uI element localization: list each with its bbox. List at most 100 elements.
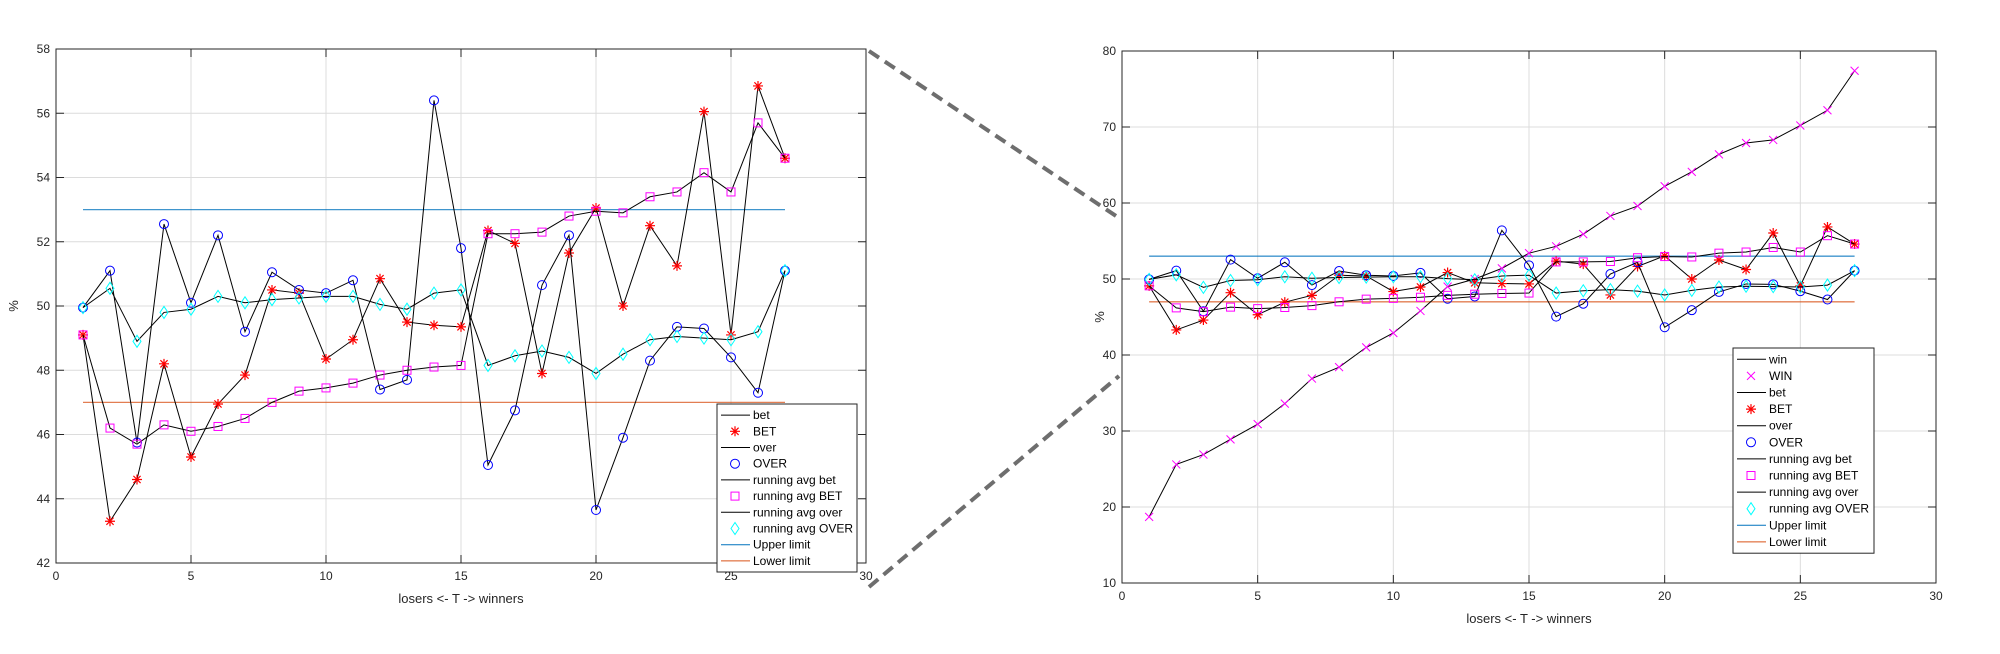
legend: bet BET over OVER running avg bet running avg…: [716, 403, 858, 573]
data-point-bet: [267, 284, 277, 295]
data-point-running-avg-over: [1849, 263, 1860, 278]
data-point-running-avg-over: [1334, 270, 1344, 285]
y-tick-label: 80: [1103, 44, 1117, 58]
data-point-running-avg-bet: [1497, 288, 1507, 298]
data-point-running-avg-over: [294, 291, 304, 305]
y-tick-label: 20: [1103, 500, 1117, 514]
data-point-over: [456, 243, 466, 254]
data-point-win: [1443, 282, 1452, 291]
legend-label-bet: BET: [1769, 402, 1793, 416]
data-point-win: [1823, 105, 1832, 115]
data-point-running-avg-bet: [1443, 290, 1453, 300]
data-point-bet: [1795, 280, 1806, 291]
data-point-over: [564, 230, 574, 241]
data-point-running-avg-over: [1307, 271, 1317, 286]
data-point-running-avg-bet: [1768, 242, 1778, 252]
data-point-running-avg-bet: [1741, 247, 1751, 257]
data-point-running-avg-bet: [159, 420, 169, 430]
data-point-running-avg-over: [321, 289, 331, 304]
legend-label-over: OVER: [753, 457, 787, 471]
series-line-running-avg-bet: [1148, 235, 1855, 313]
x-tick-label: 15: [1522, 589, 1536, 603]
legend-label-upper-limit: Upper limit: [753, 538, 811, 552]
data-point-bet: [1279, 297, 1290, 308]
data-point-running-avg-bet: [1361, 294, 1371, 304]
data-point-running-avg-over: [240, 295, 250, 310]
data-point-running-avg-over: [510, 348, 520, 363]
data-point-running-avg-over: [1714, 280, 1724, 294]
data-point-running-avg-over: [1442, 271, 1453, 286]
data-point-over: [1578, 298, 1589, 309]
legend-label-win: win: [1768, 352, 1787, 366]
legend-label-over: over: [1769, 419, 1792, 433]
data-point-win: [1171, 460, 1181, 469]
data-point-running-avg-over: [1415, 269, 1426, 284]
y-axis-label: %: [6, 300, 21, 312]
data-point-win: [1687, 167, 1697, 177]
data-point-win: [1388, 328, 1398, 338]
legend-label-bet: BET: [753, 424, 777, 438]
data-point-bet: [645, 220, 655, 231]
data-point-bet: [456, 321, 466, 332]
data-point-over: [267, 267, 277, 278]
data-point-running-avg-bet: [1850, 239, 1860, 249]
data-point-running-avg-over: [105, 281, 115, 296]
y-tick-label: 56: [37, 106, 51, 120]
x-tick-label: 30: [859, 569, 873, 583]
data-point-running-avg-over: [213, 289, 223, 304]
data-point-bet: [213, 398, 223, 409]
legend-marker-bet: [730, 426, 740, 437]
x-axis-label: losers <- T -> winners: [1466, 611, 1592, 626]
y-tick-label: 50: [1103, 272, 1117, 286]
data-point-over: [537, 280, 547, 291]
data-point-running-avg-over: [402, 302, 412, 317]
x-tick-label: 20: [1658, 589, 1672, 603]
y-tick-label: 50: [37, 299, 51, 313]
data-point-win: [1334, 362, 1344, 372]
data-point-over: [1415, 267, 1426, 278]
data-point-running-avg-bet: [294, 386, 304, 396]
data-point-bet: [186, 451, 196, 462]
data-point-running-avg-over: [1660, 288, 1670, 302]
data-point-running-avg-over: [1578, 283, 1588, 298]
data-point-over: [321, 288, 331, 299]
data-point-running-avg-over: [1605, 282, 1616, 297]
data-point-bet: [1822, 221, 1833, 232]
data-point-bet: [591, 203, 601, 214]
y-tick-label: 54: [37, 171, 51, 185]
data-point-win: [1850, 66, 1859, 76]
data-point-over: [645, 355, 655, 366]
data-point-over: [1686, 305, 1697, 316]
y-tick-label: 46: [37, 428, 51, 442]
data-point-running-avg-bet: [699, 168, 709, 178]
data-point-running-avg-over: [753, 324, 763, 339]
data-point-running-avg-over: [429, 286, 439, 301]
legend-marker-bet: [1746, 404, 1756, 415]
data-point-running-avg-bet: [483, 229, 493, 239]
data-point-over: [753, 387, 763, 398]
data-point-bet: [753, 80, 763, 91]
x-tick-label: 20: [589, 569, 603, 583]
data-point-running-avg-over: [645, 332, 655, 347]
zoom-connector-upper: [867, 49, 1121, 220]
data-point-running-avg-bet: [1660, 252, 1670, 262]
data-point-bet: [1306, 290, 1317, 301]
data-point-bet: [1415, 281, 1426, 292]
data-point-bet: [1659, 250, 1670, 261]
data-point-bet: [1469, 277, 1480, 288]
data-point-running-avg-over: [1524, 268, 1534, 283]
data-point-over: [1306, 280, 1317, 291]
data-point-running-avg-over: [1280, 269, 1290, 284]
legend-marker-running-avg-bet: [730, 491, 740, 501]
data-point-bet: [618, 301, 628, 311]
data-point-running-avg-bet: [1714, 248, 1724, 258]
legend-label-lower-limit: Lower limit: [1769, 535, 1827, 549]
data-point-over: [1334, 266, 1345, 277]
data-point-bet: [1171, 324, 1182, 335]
legend-label-lower-limit: Lower limit: [753, 554, 811, 568]
legend-label-win: WIN: [1769, 369, 1792, 383]
x-axis-label: losers <- T -> winners: [398, 591, 524, 606]
legend-label-running-avg-over: running avg over: [1769, 485, 1858, 499]
data-point-running-avg-bet: [1307, 301, 1317, 311]
data-point-bet: [159, 358, 169, 369]
